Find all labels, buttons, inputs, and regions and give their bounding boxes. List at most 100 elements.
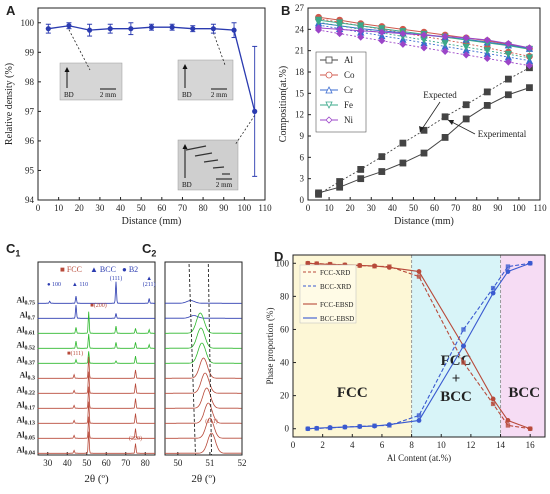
point-expected-fe bbox=[483, 47, 491, 55]
bd-arrowhead-icon bbox=[64, 67, 70, 72]
xrd-pattern bbox=[37, 281, 155, 304]
xrd-pattern bbox=[37, 416, 155, 439]
point-expected-ni bbox=[399, 40, 407, 48]
panel-label-d: D bbox=[274, 249, 284, 264]
point-expected-fe bbox=[504, 50, 513, 59]
y-tick-label-d: 40 bbox=[280, 358, 290, 368]
panel-label-c1: C1 bbox=[6, 241, 20, 259]
data-point-density bbox=[86, 27, 93, 33]
x-tick-label-c1: 30 bbox=[43, 458, 53, 468]
legend-marker bbox=[325, 71, 333, 79]
point-bcc-ebsd bbox=[490, 290, 496, 296]
x-axis-label-c2: 2θ (º) bbox=[191, 473, 216, 485]
point-bcc-ebsd bbox=[357, 424, 363, 429]
x-axis-label-b: Distance (mm) bbox=[394, 216, 454, 227]
legend-label-fcc-xrd: FCC-XRD bbox=[320, 269, 350, 277]
y-tick-label-b: 27 bbox=[295, 3, 305, 13]
x-axis-label-d: Al Content (at.%) bbox=[387, 453, 451, 463]
micrograph-inset bbox=[59, 62, 123, 101]
legend-label-fe: Fe bbox=[344, 100, 353, 110]
x-tick-label-a: 100 bbox=[238, 203, 252, 213]
panel-label-c1-sub: 1 bbox=[15, 248, 21, 259]
shift-guide-line bbox=[207, 263, 212, 456]
point-experimental-fe bbox=[314, 16, 323, 24]
y-tick-label-d: 100 bbox=[276, 258, 290, 268]
x-tick-label-d: 4 bbox=[350, 440, 355, 450]
dashed-pointer bbox=[213, 32, 226, 66]
point-experimental-al bbox=[504, 91, 512, 99]
point-experimental-al bbox=[462, 115, 470, 123]
point-experimental-ni bbox=[314, 24, 323, 32]
point-expected-al bbox=[504, 75, 512, 83]
point-bcc-ebsd bbox=[372, 423, 377, 429]
point-fcc-ebsd bbox=[505, 418, 511, 423]
series-expected-al bbox=[318, 67, 530, 195]
point-expected-ni bbox=[378, 37, 386, 45]
point-experimental-fe bbox=[357, 22, 365, 30]
y-tick-label-b: 9 bbox=[300, 131, 305, 141]
legend-label-ni: Ni bbox=[344, 115, 353, 125]
bd-arrowhead-icon bbox=[182, 64, 188, 69]
y-tick-label-a: 95 bbox=[25, 165, 35, 175]
point-fcc-ebsd bbox=[386, 265, 392, 270]
legend-marker bbox=[325, 101, 333, 109]
point-experimental-al bbox=[483, 102, 491, 109]
data-point-density bbox=[210, 26, 217, 32]
point-bcc-ebsd bbox=[527, 260, 533, 266]
x-tick-label-d: 6 bbox=[380, 440, 385, 450]
point-bcc-ebsd bbox=[386, 422, 392, 427]
panel-label-a: A bbox=[6, 3, 16, 18]
x-tick-label-a: 30 bbox=[95, 203, 105, 213]
dashed-pointer bbox=[234, 115, 256, 146]
sample-label: Al0.52 bbox=[17, 340, 36, 351]
y-tick-label-a: 94 bbox=[25, 195, 35, 205]
data-point-density bbox=[66, 23, 72, 29]
peak-label-220: (220) bbox=[129, 435, 142, 442]
legend-label-fcc-ebsd: FCC-EBSD bbox=[320, 301, 353, 309]
legend-b2: ● B2 bbox=[122, 265, 138, 274]
x-tick-label-a: 110 bbox=[258, 203, 272, 213]
xrd-zoom-pattern bbox=[165, 417, 242, 439]
legend-label-co: Co bbox=[344, 70, 355, 80]
plot-area-c1 bbox=[37, 261, 156, 456]
point-fcc-xrd bbox=[490, 401, 496, 407]
x-tick-label-a: 80 bbox=[199, 203, 209, 213]
point-bcc-ebsd bbox=[461, 343, 466, 349]
point-experimental-ni bbox=[357, 27, 365, 35]
x-axis-label-c1: 2θ (º) bbox=[84, 473, 109, 485]
point-expected-al bbox=[462, 101, 470, 109]
point-experimental-al bbox=[441, 134, 449, 141]
x-tick-label-c1: 80 bbox=[141, 458, 151, 468]
peak-label-200: ■(200) bbox=[90, 302, 107, 309]
point-bcc-xrd bbox=[490, 285, 496, 291]
plot-area-d bbox=[292, 254, 546, 438]
y-axis-label-d: Phase proportion (%) bbox=[265, 308, 275, 385]
bd-label: BD bbox=[182, 91, 192, 99]
point-expected-ni bbox=[357, 33, 365, 41]
sample-label: Al0.22 bbox=[17, 385, 36, 396]
shift-guide-line bbox=[188, 263, 196, 456]
peak-label-211: (211) bbox=[143, 281, 156, 288]
x-tick-label-b: 70 bbox=[451, 203, 461, 213]
point-expected-ni bbox=[504, 58, 512, 66]
y-tick-label-d: 20 bbox=[280, 391, 290, 401]
x-tick-label-b: 40 bbox=[388, 203, 398, 213]
point-expected-al bbox=[357, 166, 365, 173]
data-point-density bbox=[148, 24, 155, 30]
point-fcc-ebsd bbox=[527, 426, 533, 432]
peak-label-111-fcc: ■(111) bbox=[67, 350, 83, 357]
x-tick-label-b: 100 bbox=[512, 203, 526, 213]
point-fcc-ebsd bbox=[490, 396, 496, 402]
scale-label: 2 mm bbox=[100, 91, 117, 99]
y-tick-label-a: 97 bbox=[25, 106, 35, 116]
bd-label: BD bbox=[64, 91, 74, 99]
x-tick-label-b: 110 bbox=[533, 203, 547, 213]
annotation-arrowhead-icon bbox=[448, 120, 454, 125]
region-label-bcc: BCC bbox=[508, 385, 540, 401]
x-tick-label-c2: 51 bbox=[205, 458, 214, 468]
xrd-pattern bbox=[37, 431, 155, 454]
data-point-density bbox=[231, 27, 237, 33]
x-tick-label-d: 12 bbox=[466, 440, 475, 450]
point-experimental-ni bbox=[336, 25, 344, 33]
